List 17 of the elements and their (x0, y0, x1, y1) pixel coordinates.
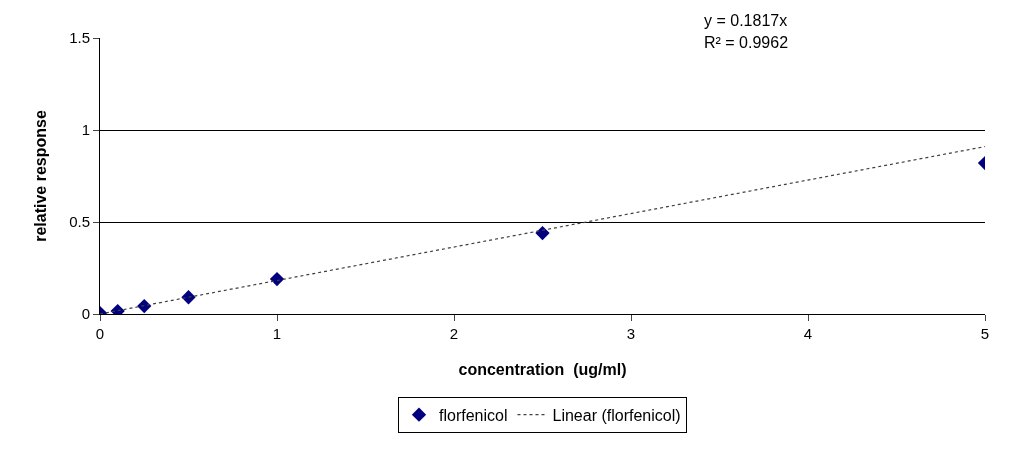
x-tick-label: 5 (980, 325, 990, 342)
annotation: R² = 0.9962 (704, 34, 789, 51)
text: y = 0.1817x (704, 12, 788, 29)
x-tick-label: 2 (449, 325, 459, 342)
x-tick-label: 0 (95, 325, 105, 342)
y-tick-label: 0.5 (69, 213, 90, 231)
y-tick-label: 1.5 (69, 29, 90, 47)
x-axis-title: concentration (ug/ml) (458, 360, 627, 378)
x-tick-label: 1 (272, 325, 282, 342)
legend-label: florfenicol (439, 406, 508, 424)
x-tick-label: 3 (626, 325, 636, 342)
x-tick-label: 4 (803, 325, 813, 342)
legend-label: Linear (florfenicol) (552, 406, 681, 424)
y-axis-title: relative response (32, 110, 50, 242)
y-tick-label: 0 (81, 305, 90, 323)
point (269, 271, 285, 287)
y-tick-label: 1 (81, 121, 90, 139)
